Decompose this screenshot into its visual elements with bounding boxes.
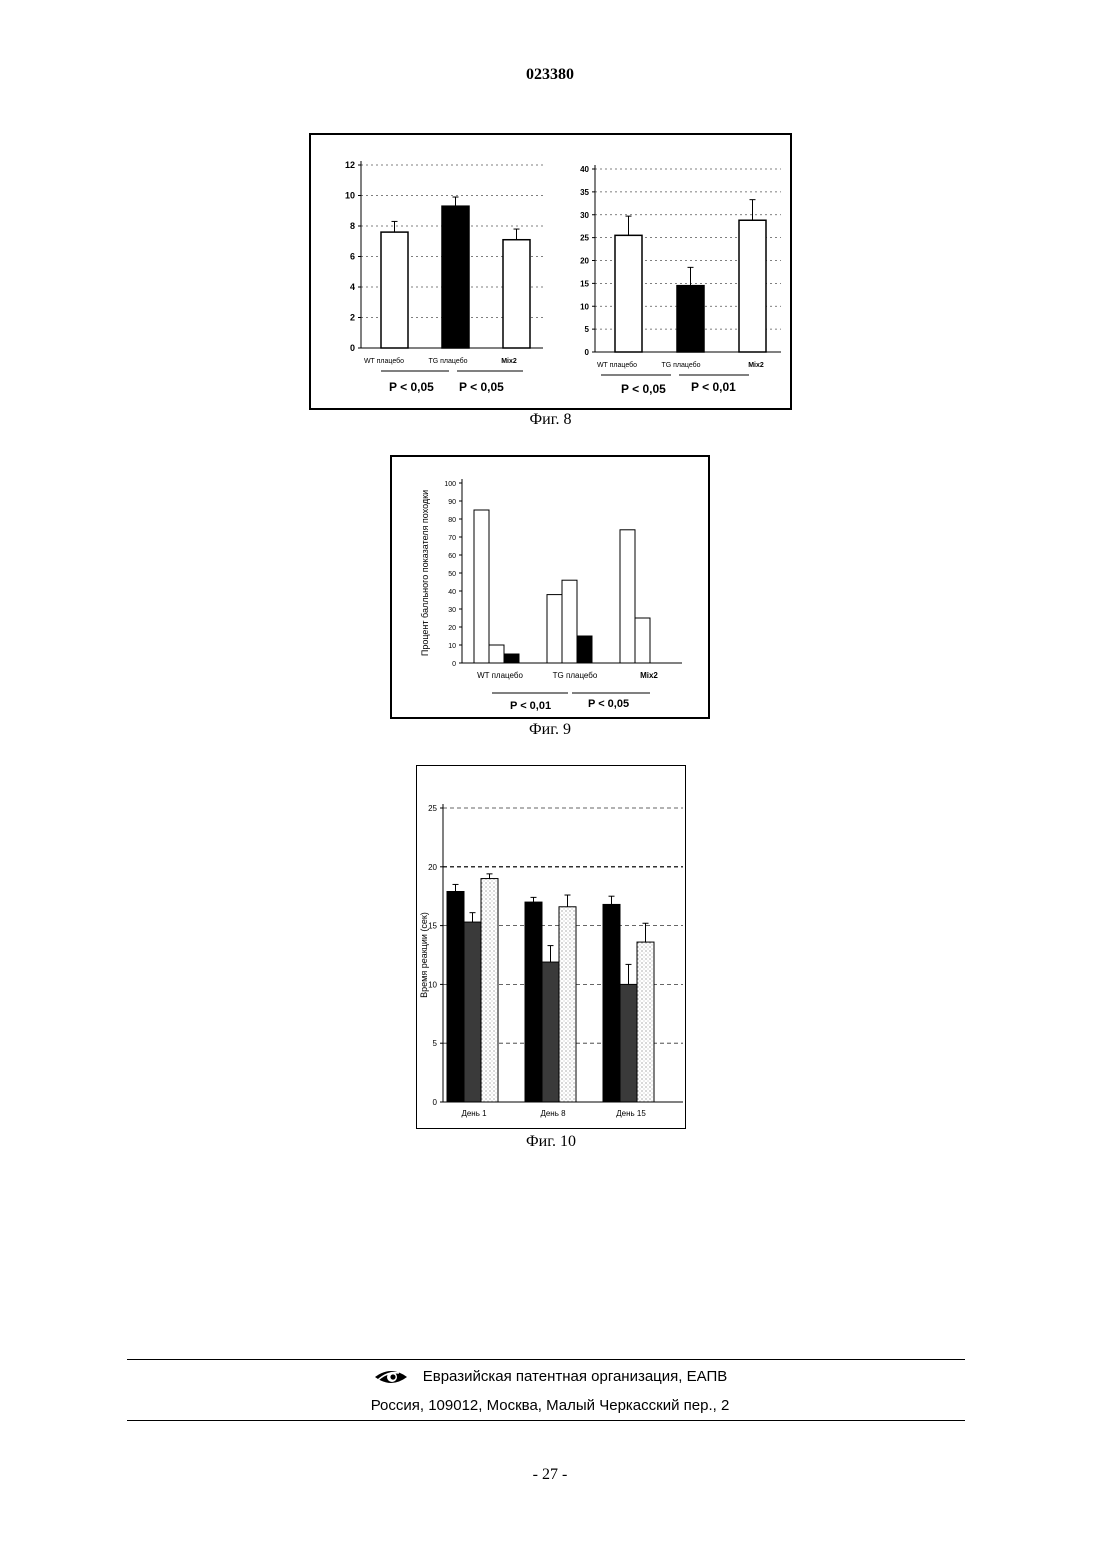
footer-address: Россия, 109012, Москва, Малый Черкасский… (0, 1397, 1100, 1414)
y-tick-label: 0 (433, 1098, 438, 1107)
bar (542, 962, 559, 1102)
figure-8-caption: Фиг. 8 (309, 411, 792, 429)
y-tick-label: 80 (448, 517, 456, 524)
x-category-label: День 8 (540, 1109, 566, 1118)
y-tick-label: 8 (350, 221, 355, 231)
bar (562, 580, 577, 663)
figure-10-caption: Фиг. 10 (416, 1133, 686, 1151)
bar (503, 240, 530, 348)
bar (464, 922, 481, 1102)
y-tick-label: 10 (448, 643, 456, 650)
x-category-label: День 1 (461, 1109, 487, 1118)
fig8-right-p-label-2: P < 0,01 (691, 380, 736, 394)
footer-bottom-rule (127, 1420, 965, 1421)
y-tick-label: 15 (580, 279, 589, 288)
y-tick-label: 25 (428, 804, 437, 813)
bar (504, 654, 519, 663)
y-axis-label: Время реакции (сек) (419, 912, 429, 998)
footer-organization: Евразийская патентная организация, ЕАПВ (0, 1367, 1100, 1387)
fig8-left-p-label-2: P < 0,05 (459, 380, 504, 394)
page-number: - 27 - (0, 1466, 1100, 1484)
fig8-left-chart: 0 2 4 6 8 10 12 WT плацебо TG плацебо Mix2 P < 0,… (311, 135, 551, 408)
fig8-right-chart: 0 5 10 15 20 25 30 35 40 WT плацебо TG плацебо Mix2… (551, 135, 790, 408)
x-category-label: WT плацебо (364, 357, 404, 365)
y-tick-label: 20 (448, 625, 456, 632)
y-tick-label: 20 (580, 257, 589, 266)
figure-8-frame: 0 2 4 6 8 10 12 WT плацебо TG плацебо Mix2 P < 0,… (309, 133, 792, 410)
y-tick-label: 40 (580, 165, 589, 174)
y-tick-label: 0 (350, 343, 355, 353)
y-tick-label: 100 (444, 481, 456, 488)
bar (739, 220, 766, 352)
y-tick-label: 40 (448, 589, 456, 596)
bar (559, 907, 576, 1102)
bar (615, 235, 642, 352)
footer-organization-text: Евразийская патентная организация, ЕАПВ (423, 1368, 728, 1385)
bar (547, 595, 562, 663)
x-category-label: WT плацебо (597, 361, 637, 369)
x-category-label: Mix2 (748, 362, 764, 369)
bar (474, 510, 489, 663)
y-tick-label: 35 (580, 188, 589, 197)
y-tick-label: 10 (345, 191, 355, 201)
fig8-right-p-label-1: P < 0,05 (621, 382, 666, 396)
x-category-label: TG плацебо (661, 361, 700, 369)
y-tick-label: 2 (350, 313, 355, 323)
y-tick-label: 25 (580, 234, 589, 243)
y-tick-label: 20 (428, 863, 437, 872)
x-category-label: Mix2 (640, 671, 658, 680)
bar (637, 942, 654, 1102)
figure-9-frame: 0 10 20 30 40 50 60 70 80 90 100 WT плацебо TG плаце… (390, 455, 710, 719)
y-tick-label: 5 (585, 325, 590, 334)
y-tick-label: 5 (433, 1039, 438, 1048)
x-category-label: TG плацебо (553, 671, 598, 680)
bar (447, 891, 464, 1102)
bar (525, 902, 542, 1102)
y-tick-label: 90 (448, 499, 456, 506)
bar (577, 636, 592, 663)
fig9-chart: 0 10 20 30 40 50 60 70 80 90 100 WT плацебо TG плаце… (392, 457, 708, 717)
footer-top-rule (127, 1359, 965, 1360)
bar (635, 618, 650, 663)
figure-9-caption: Фиг. 9 (390, 721, 710, 739)
x-category-label: WT плацебо (477, 671, 523, 680)
fig9-p-label-1: P < 0,01 (510, 700, 551, 712)
y-tick-label: 6 (350, 252, 355, 262)
x-category-label: TG плацебо (428, 357, 467, 365)
y-tick-label: 70 (448, 535, 456, 542)
y-tick-label: 0 (585, 348, 590, 357)
y-tick-label: 30 (448, 607, 456, 614)
y-tick-label: 50 (448, 571, 456, 578)
bar (489, 645, 504, 663)
fig8-left-p-label-1: P < 0,05 (389, 380, 434, 394)
document-number: 023380 (0, 66, 1100, 84)
bar (481, 879, 498, 1102)
y-tick-label: 4 (350, 282, 355, 292)
bar (620, 530, 635, 663)
fig10-chart: 0 5 10 15 20 25 День 1 День 8 День 15 Время реакц… (417, 766, 685, 1128)
x-category-label: Mix2 (501, 358, 517, 365)
figure-10-frame: 0 5 10 15 20 25 День 1 День 8 День 15 Время реакц… (416, 765, 686, 1129)
bar (442, 206, 469, 348)
y-tick-label: 15 (428, 922, 437, 931)
bar (381, 232, 408, 348)
bar (620, 984, 637, 1102)
bar (677, 286, 704, 352)
eapo-logo-icon (373, 1367, 409, 1387)
y-tick-label: 10 (428, 980, 437, 989)
x-category-label: День 15 (616, 1109, 646, 1118)
bar (603, 904, 620, 1102)
fig9-p-label-2: P < 0,05 (588, 698, 629, 710)
y-tick-label: 0 (452, 661, 456, 668)
y-axis-label: Процент балльного показателя походки (420, 490, 430, 656)
y-tick-label: 30 (580, 211, 589, 220)
y-tick-label: 60 (448, 553, 456, 560)
y-tick-label: 10 (580, 302, 589, 311)
y-tick-label: 12 (345, 160, 355, 170)
